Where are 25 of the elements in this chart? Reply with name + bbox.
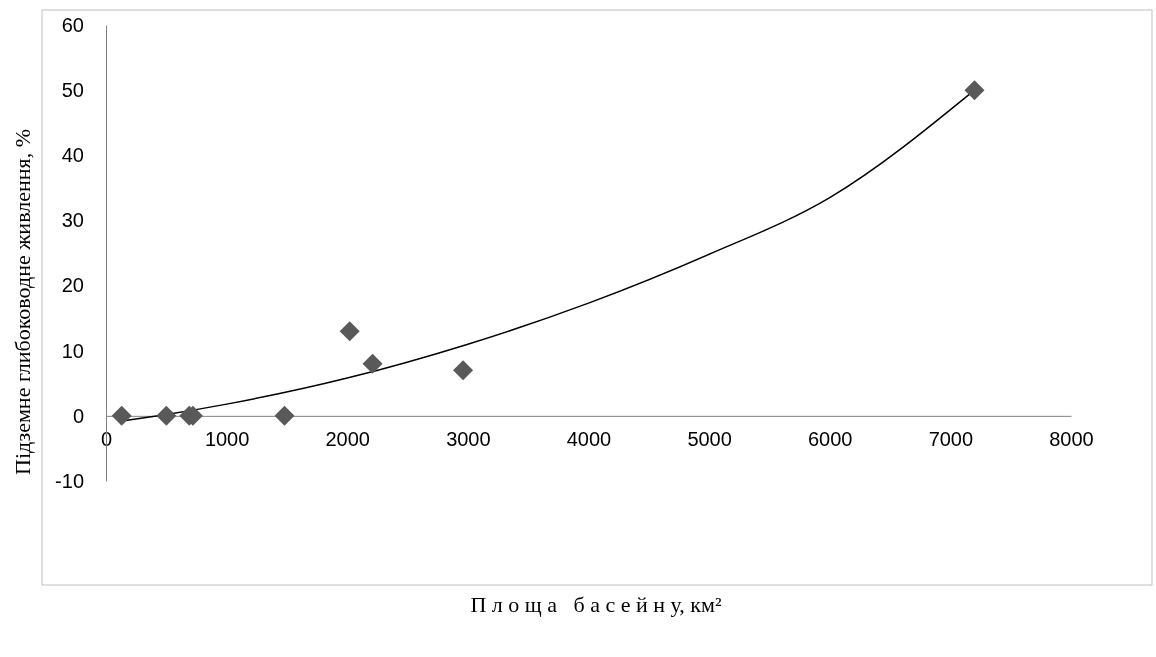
y-axis-title: Підземне глибоководне живлення, % xyxy=(10,129,35,475)
x-tick-label: 6000 xyxy=(808,428,853,451)
y-tick-label: 30 xyxy=(61,209,84,232)
point xyxy=(453,360,474,381)
y-tick-label: 20 xyxy=(61,274,84,297)
x-tick-label: 5000 xyxy=(687,428,732,451)
x-tick-label: 8000 xyxy=(1049,428,1094,451)
y-tick-label: 0 xyxy=(72,404,84,427)
x-tick-label: 2000 xyxy=(325,428,370,451)
x-tick-label: 1000 xyxy=(204,428,250,451)
point xyxy=(964,80,985,101)
point xyxy=(156,405,177,426)
y-tick-label: 40 xyxy=(61,144,84,167)
point xyxy=(274,405,295,426)
x-tick-label: 7000 xyxy=(928,428,974,451)
point xyxy=(339,321,360,342)
y-tick-label: -10 xyxy=(55,469,84,492)
x-axis-title: П л о щ а б а с е й н у, км² xyxy=(470,592,722,617)
x-tick-label: 4000 xyxy=(566,428,612,451)
point xyxy=(362,353,383,374)
y-tick-label: 60 xyxy=(61,13,84,36)
x-tick-label: 3000 xyxy=(446,428,491,451)
point xyxy=(111,405,132,426)
y-tick-label: 50 xyxy=(61,79,84,102)
y-tick-label: 10 xyxy=(61,339,84,362)
